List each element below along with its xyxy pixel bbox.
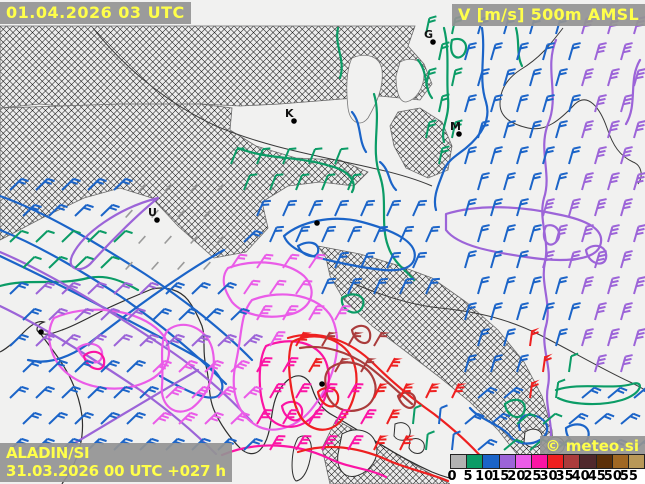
legend-value: 40 — [571, 469, 590, 484]
model-name-label: ALADIN/SI — [6, 444, 90, 462]
model-info-box: ALADIN/SI 31.03.2026 00 UTC +027 h — [0, 443, 232, 482]
city-marker — [291, 118, 297, 124]
city-label: U — [148, 206, 157, 219]
legend-value: 30 — [539, 469, 558, 484]
city-marker — [456, 131, 462, 137]
legend-swatch — [596, 455, 613, 468]
city-marker — [314, 220, 320, 226]
legend-swatch — [467, 455, 484, 468]
legend-swatch-row — [450, 454, 645, 469]
city-marker — [38, 329, 44, 335]
legend-value: 45 — [587, 469, 606, 484]
legend-swatch — [564, 455, 581, 468]
legend-value: 5 — [463, 469, 473, 484]
copyright-label: © meteo.si — [539, 436, 645, 457]
model-run-label: 31.03.2026 00 UTC +027 h — [6, 462, 226, 480]
legend-swatch — [580, 455, 597, 468]
legend-swatch — [628, 455, 645, 468]
legend-swatch — [612, 455, 629, 468]
city-label: K — [285, 107, 294, 120]
legend-value-row: 0 5 10 15 20 25 30 35 40 45 50 55 — [447, 469, 645, 484]
city-label: G — [424, 28, 433, 41]
city-marker — [319, 381, 325, 387]
color-scale-legend: 0 5 10 15 20 25 30 35 40 45 50 55 — [446, 454, 645, 484]
city-marker — [430, 39, 436, 45]
city-marker — [154, 217, 160, 223]
legend-swatch — [531, 455, 549, 468]
legend-value: 0 — [447, 469, 457, 484]
legend-swatch — [548, 455, 565, 468]
legend-value: 10 — [475, 469, 494, 484]
valid-datetime-label: 01.04.2026 03 UTC — [0, 2, 191, 24]
legend-value: 55 — [619, 469, 638, 484]
legend-swatch — [483, 455, 500, 468]
legend-value: 35 — [555, 469, 574, 484]
legend-swatch — [515, 455, 532, 468]
city-label: M — [450, 120, 461, 133]
legend-value: 20 — [507, 469, 526, 484]
legend-swatch — [499, 455, 516, 468]
legend-value: 50 — [603, 469, 622, 484]
legend-value: 15 — [491, 469, 510, 484]
variable-title-label: V [m/s] 500m AMSL — [452, 4, 645, 26]
legend-value: 25 — [523, 469, 542, 484]
legend-swatch — [451, 455, 468, 468]
wind-barb-layer — [9, 15, 645, 451]
city-marker-layer: G K M U — [38, 28, 462, 387]
